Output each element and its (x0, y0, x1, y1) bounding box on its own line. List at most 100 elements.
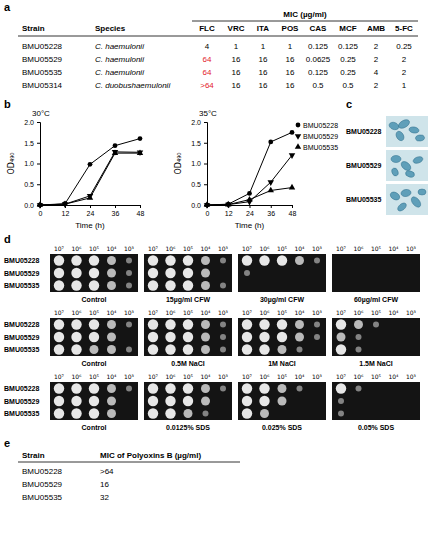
marker (226, 202, 231, 207)
cell: BMU05228 (22, 467, 63, 476)
spot (148, 255, 158, 265)
spot (71, 268, 81, 278)
dilution-head: 10⁴ (388, 373, 399, 380)
dilution-head: 10⁴ (294, 373, 305, 380)
x-axis: 012243648 (39, 205, 145, 217)
cell (400, 160, 413, 172)
spot (242, 408, 252, 418)
cell: C. haemulonii (95, 68, 144, 77)
series-line (207, 132, 292, 205)
cell: 16 (232, 68, 241, 77)
line-chart: 0122436480.00.51.01.52.030°CTime (h)OD₄₉… (7, 109, 144, 230)
spot (183, 332, 193, 342)
tick-mark (37, 184, 40, 185)
tick-label: 24 (87, 210, 95, 217)
spot (54, 396, 64, 406)
cell: 0.25 (340, 68, 356, 77)
dilution-head: 10⁵ (371, 245, 382, 252)
spot (220, 322, 226, 328)
cell: BMU05529 (22, 480, 63, 489)
strain-label: BMU05529 (4, 398, 40, 405)
cell: BMU05529 (22, 55, 63, 64)
dilution-head: 10⁵ (371, 309, 382, 316)
marker (113, 143, 118, 148)
plate (144, 318, 232, 356)
image-ground (386, 184, 428, 215)
spot (183, 344, 193, 354)
image-label: BMU05535 (346, 196, 382, 203)
tick: 48 (289, 205, 297, 217)
tick: 36 (112, 205, 120, 217)
spot (148, 268, 158, 278)
strain-label: BMU05529 (4, 270, 40, 277)
spot (54, 332, 64, 342)
spot (71, 255, 81, 265)
cell: 32 (100, 493, 109, 502)
spot (201, 333, 210, 342)
spot (338, 398, 344, 404)
table-a: MIC (µg/ml)StrainSpeciesFLCVRCITAPOSCASM… (18, 10, 418, 90)
spot (244, 270, 250, 276)
tick-mark (271, 205, 272, 208)
legend-label: BMU05529 (303, 133, 338, 140)
condition-label: 1.5M NaCl (359, 360, 393, 367)
spot (126, 258, 132, 264)
axis-line (37, 123, 41, 206)
panel-letter: c (346, 98, 352, 110)
plate (238, 318, 326, 356)
cell: BMU05314 (22, 81, 63, 90)
cell: BMU05535 (22, 68, 63, 77)
spot (314, 258, 320, 264)
spot (107, 269, 116, 278)
dilution-head: 10⁵ (89, 309, 100, 316)
condition-label: Control (82, 360, 107, 367)
cell: 16 (259, 55, 268, 64)
strain-label: BMU05535 (4, 346, 40, 353)
spot (220, 334, 226, 340)
legend-symbol (295, 143, 301, 149)
spot (71, 383, 81, 393)
cell: 0.25 (396, 42, 412, 51)
spot (220, 258, 226, 264)
tick-label: 48 (137, 210, 145, 217)
spot (107, 281, 116, 290)
cell: 2 (374, 81, 379, 90)
tick: 2.0 (24, 119, 40, 126)
spot (278, 384, 287, 393)
spot (54, 268, 64, 278)
plot-area (204, 130, 295, 209)
spot (89, 255, 99, 265)
spot (148, 332, 158, 342)
cell (400, 189, 411, 198)
marker (87, 194, 93, 200)
spot (107, 397, 116, 406)
cell: 4 (205, 42, 210, 51)
dilution-head: 10⁶ (165, 373, 176, 380)
cell: 0.0625 (306, 55, 331, 64)
image-label: BMU05529 (346, 162, 382, 169)
tick-mark (115, 205, 116, 208)
spot (259, 344, 269, 354)
image-ground (386, 150, 428, 181)
legend-label: BMU05228 (303, 122, 338, 129)
column-head: MIC of Polyoxins B (µg/ml) (100, 451, 201, 460)
dilution-head: 10³ (218, 373, 229, 380)
marker (268, 140, 273, 145)
tick-mark (37, 164, 40, 165)
tick-label: 0 (39, 210, 43, 217)
spot (336, 344, 346, 354)
dilution-head: 10⁵ (277, 245, 288, 252)
cell (409, 126, 420, 134)
cell: 1 (402, 81, 407, 90)
cell (391, 167, 399, 177)
condition-label: 60µg/ml CFW (354, 296, 398, 304)
dilution-head: 10⁴ (294, 245, 305, 252)
tick-label: 0.5 (24, 181, 34, 188)
spot (314, 334, 320, 340)
spot (336, 383, 346, 393)
dilution-head: 10⁵ (277, 309, 288, 316)
spot (295, 333, 304, 342)
spot (297, 386, 303, 392)
cell (389, 190, 401, 201)
cell: 1 (261, 42, 266, 51)
